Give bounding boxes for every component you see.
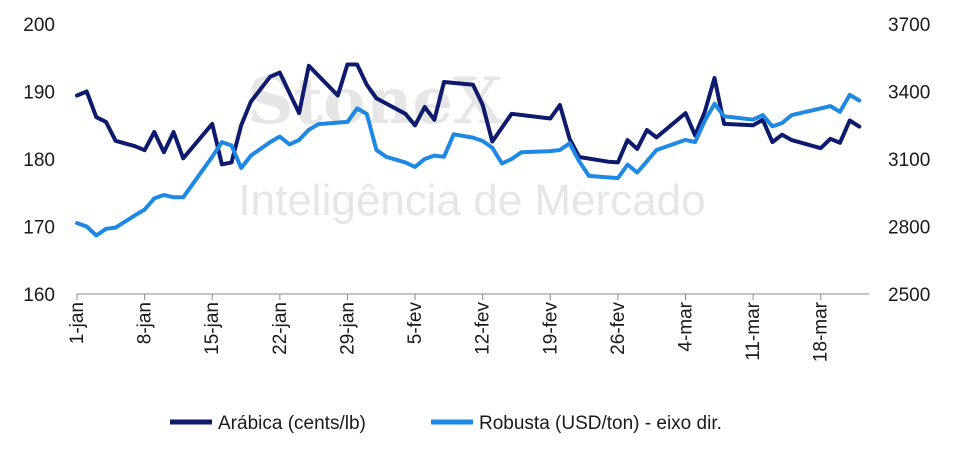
y-left-tick-label: 160 [23,285,55,306]
y-left-tick-label: 170 [23,218,55,239]
x-tick-label: 18-mar [811,301,832,362]
legend: Arábica (cents/lb) Robusta (USD/ton) - ei… [170,413,722,434]
y-right-tick-label: 3400 [888,83,930,104]
arabica-series-line [75,62,862,167]
x-tick-label: 4-mar [675,301,696,351]
x-tick-label: 12-fev [473,302,494,355]
x-tick-label: 22-jan [270,302,291,355]
watermark-brand: StoneX [247,64,503,139]
robusta-series-line [75,92,862,238]
series-lines [75,62,862,238]
watermark-tagline: Inteligência de Mercado [238,176,705,225]
x-tick-label: 1-jan [67,302,88,344]
x-tick-label: 29-jan [337,302,358,355]
x-tick-label: 26-fev [608,302,629,355]
y-right-tick-label: 2800 [888,218,930,239]
legend-label: Arábica (cents/lb) [218,413,366,434]
legend-label: Robusta (USD/ton) - eixo dir. [479,413,722,434]
x-tick-label: 5-fev [405,302,426,345]
x-tick-label: 8-jan [135,302,156,344]
y-left-tick-label: 180 [23,150,55,171]
watermark: StoneX Inteligência de Mercado [238,64,705,225]
x-tick-label: 19-fev [540,302,561,355]
axes: 160 170 180 190 200 2500 2800 3100 3400 3700 1-jan… [23,15,930,362]
x-tick-label: 15-jan [202,302,223,355]
y-right-tick-label: 3100 [888,150,930,171]
y-left-tick-label: 200 [23,15,55,36]
y-left-tick-label: 190 [23,83,55,104]
y-right-tick-label: 2500 [888,285,930,306]
x-tick-label: 11-mar [743,301,764,360]
y-right-tick-label: 3700 [888,15,930,36]
